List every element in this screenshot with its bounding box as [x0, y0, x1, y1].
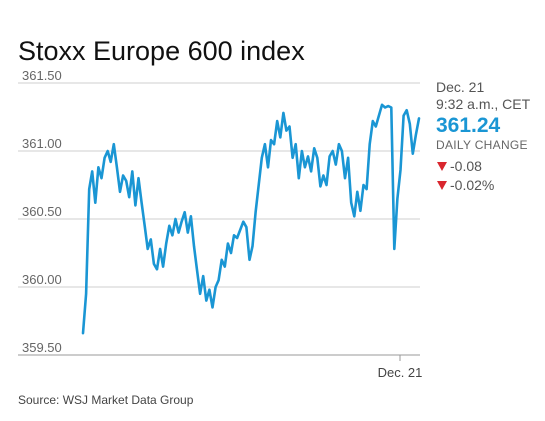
y-tick-label: 361.00: [22, 136, 62, 151]
change-percent: -0.02%: [450, 177, 494, 193]
chart-title: Stoxx Europe 600 index: [18, 36, 305, 66]
down-arrow-icon: [437, 162, 447, 171]
y-tick-label: 360.50: [22, 204, 62, 219]
down-arrow-icon: [437, 181, 447, 190]
panel-value: 361.24: [436, 114, 501, 137]
x-tick-label: Dec. 21: [378, 365, 423, 380]
y-tick-label: 360.00: [22, 272, 62, 287]
source-note: Source: WSJ Market Data Group: [18, 393, 194, 407]
y-tick-label: 359.50: [22, 340, 62, 355]
grid: [18, 82, 420, 356]
y-axis: 361.50 361.00 360.50 360.00 359.50: [22, 68, 62, 355]
daily-change-label: DAILY CHANGE: [436, 138, 528, 152]
panel-date: Dec. 21: [436, 79, 484, 95]
y-tick-label: 361.50: [22, 68, 62, 83]
series-line: [81, 103, 421, 335]
change-absolute: -0.08: [450, 158, 482, 174]
panel-time: 9:32 a.m., CET: [436, 96, 531, 112]
x-axis: Dec. 21: [378, 355, 423, 380]
info-panel: Dec. 21 9:32 a.m., CET 361.24 DAILY CHAN…: [436, 79, 531, 193]
